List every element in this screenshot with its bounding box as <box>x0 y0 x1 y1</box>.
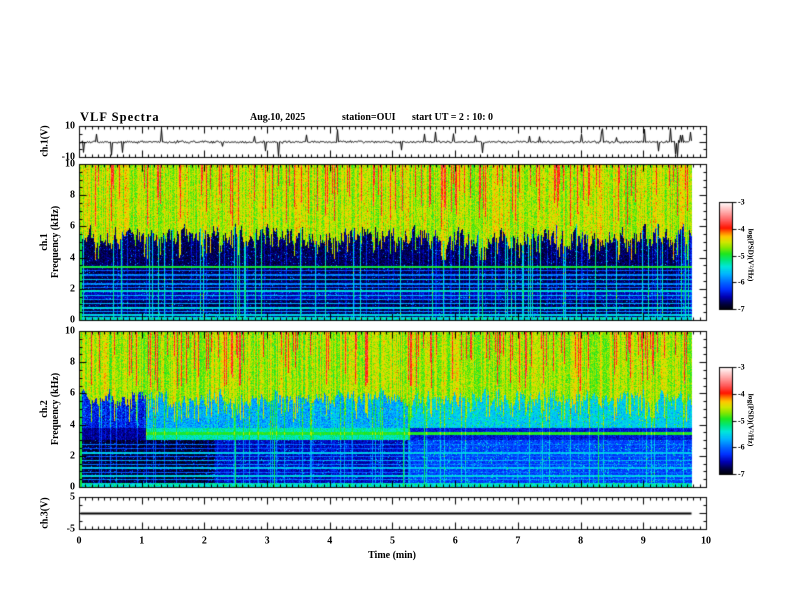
colorbar2-tick-label: -4 <box>738 389 745 399</box>
x-axis-tick-label: 1 <box>139 535 145 547</box>
plot-station: station=OUI <box>342 112 396 123</box>
plot-start-ut: start UT = 2 : 10: 0 <box>412 112 494 123</box>
ch2-frequency-axis-label: ch.2 Frequency (kHz) <box>39 373 61 445</box>
ch1-frequency-tick-label: 10 <box>65 158 75 170</box>
ch1-frequency-tick-label: 0 <box>70 314 75 326</box>
x-axis-tick-label: 9 <box>640 535 646 547</box>
x-axis-tick-label: 8 <box>578 535 584 547</box>
colorbar2-tick-label: -5 <box>738 416 745 425</box>
colorbar2-tick-label: -7 <box>738 469 745 479</box>
ch1-frequency-tick-label: 8 <box>70 189 75 201</box>
plot-date: Aug.10, 2025 <box>250 112 306 123</box>
ch2-frequency-tick-label: 6 <box>70 387 75 399</box>
ch1-frequency-tick-label: 6 <box>70 220 75 232</box>
x-axis-tick-label: 3 <box>264 535 270 547</box>
ch1-frequency-tick-label: 2 <box>70 283 75 295</box>
x-axis-tick-label: 2 <box>201 535 207 547</box>
ch1-frequency-axis-label-line1: ch.1 <box>39 233 50 251</box>
ch1-voltage-tick-label: 10 <box>65 120 75 132</box>
x-axis-tick-label: 0 <box>76 535 82 547</box>
x-axis-tick-label: 6 <box>452 535 458 547</box>
x-axis-tick-label: 7 <box>515 535 521 547</box>
ch2-frequency-axis-label-line1: ch.2 <box>39 400 50 418</box>
x-axis-tick-label: 4 <box>327 535 333 547</box>
ch2-frequency-axis-label-line2: Frequency (kHz) <box>50 372 61 446</box>
colorbar2-tick-label: -3 <box>738 362 745 372</box>
x-axis-tick-label: 10 <box>701 535 711 547</box>
colorbar2-tick-label: -6 <box>738 442 745 452</box>
x-axis-tick-label: 5 <box>390 535 395 547</box>
ch1-voltage-axis-label: ch.1(V) <box>39 125 51 157</box>
colorbar1-tick-label: -4 <box>738 224 745 234</box>
colorbar1-tick-label: -3 <box>738 197 745 207</box>
ch1-frequency-axis-label: ch.1 Frequency (kHz) <box>39 206 61 278</box>
ch2-frequency-tick-label: 2 <box>70 450 75 462</box>
ch3-voltage-axis-label: ch.3(V) <box>39 497 51 529</box>
ch2-frequency-tick-label: 8 <box>70 356 75 368</box>
ch2-frequency-tick-label: 4 <box>70 419 75 431</box>
ch2-frequency-tick-label: 0 <box>70 481 75 493</box>
colorbar2-psd-label: log(PSD)(V²/Hz) <box>746 393 756 447</box>
colorbar1-psd-label: log(PSD)(V²/Hz) <box>746 228 756 282</box>
plot-title: VLF Spectra <box>80 110 160 124</box>
ch3-voltage-tick-label: 5 <box>70 491 75 503</box>
ch3-voltage-tick-label: -5 <box>66 523 75 535</box>
ch1-frequency-tick-label: 4 <box>70 252 75 264</box>
colorbar1-tick-label: -7 <box>738 304 745 314</box>
colorbar1-tick-label: -5 <box>738 251 745 260</box>
ch1-voltage-tick-label: -10 <box>61 151 75 163</box>
colorbar1-tick-label: -6 <box>738 277 745 287</box>
time-axis-label: Time (min) <box>368 550 416 561</box>
ch1-frequency-axis-label-line2: Frequency (kHz) <box>50 205 61 279</box>
ch2-frequency-tick-label: 10 <box>65 325 75 337</box>
